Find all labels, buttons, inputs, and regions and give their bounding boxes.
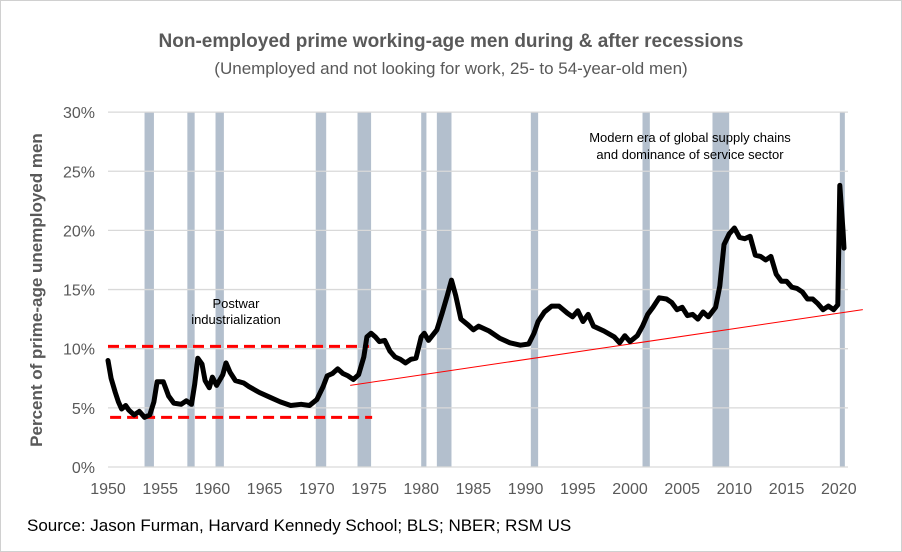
x-tick-label: 2020 [821, 481, 857, 498]
y-tick-label: 15% [63, 283, 95, 300]
y-tick-label: 30% [63, 105, 95, 122]
x-tick-label: 1970 [299, 481, 335, 498]
x-tick-label: 1980 [403, 481, 439, 498]
y-tick-label: 10% [63, 342, 95, 359]
x-tick-label: 1975 [351, 481, 387, 498]
y-tick-label: 20% [63, 223, 95, 240]
y-axis-label: Percent of prime-age unemployed men [27, 133, 46, 447]
annotation-modern-line2: and dominance of service sector [596, 147, 784, 162]
x-tick-label: 2015 [769, 481, 805, 498]
annotation-postwar-line2: industrialization [191, 312, 281, 327]
y-tick-label: 5% [72, 401, 95, 418]
chart-subtitle: (Unemployed and not looking for work, 25… [214, 59, 687, 78]
annotation-modern-line1: Modern era of global supply chains [589, 130, 791, 145]
x-tick-label: 1995 [560, 481, 596, 498]
series-line [105, 182, 847, 420]
annotation-postwar-line1: Postwar [213, 296, 261, 311]
chart-title: Non-employed prime working-age men durin… [159, 31, 744, 52]
y-tick-label: 0% [72, 460, 95, 477]
y-tick-label: 25% [63, 164, 95, 181]
x-tick-label: 2005 [664, 481, 700, 498]
x-tick-label: 2010 [717, 481, 753, 498]
trend-line [350, 309, 863, 386]
x-tick-label: 1955 [142, 481, 178, 498]
x-tick-label: 1985 [456, 481, 492, 498]
source-note: Source: Jason Furman, Harvard Kennedy Sc… [27, 516, 571, 535]
x-tick-label: 1960 [195, 481, 231, 498]
x-tick-label: 1950 [90, 481, 126, 498]
x-tick-label: 1990 [508, 481, 544, 498]
x-tick-label: 1965 [247, 481, 283, 498]
x-tick-label: 2000 [612, 481, 648, 498]
